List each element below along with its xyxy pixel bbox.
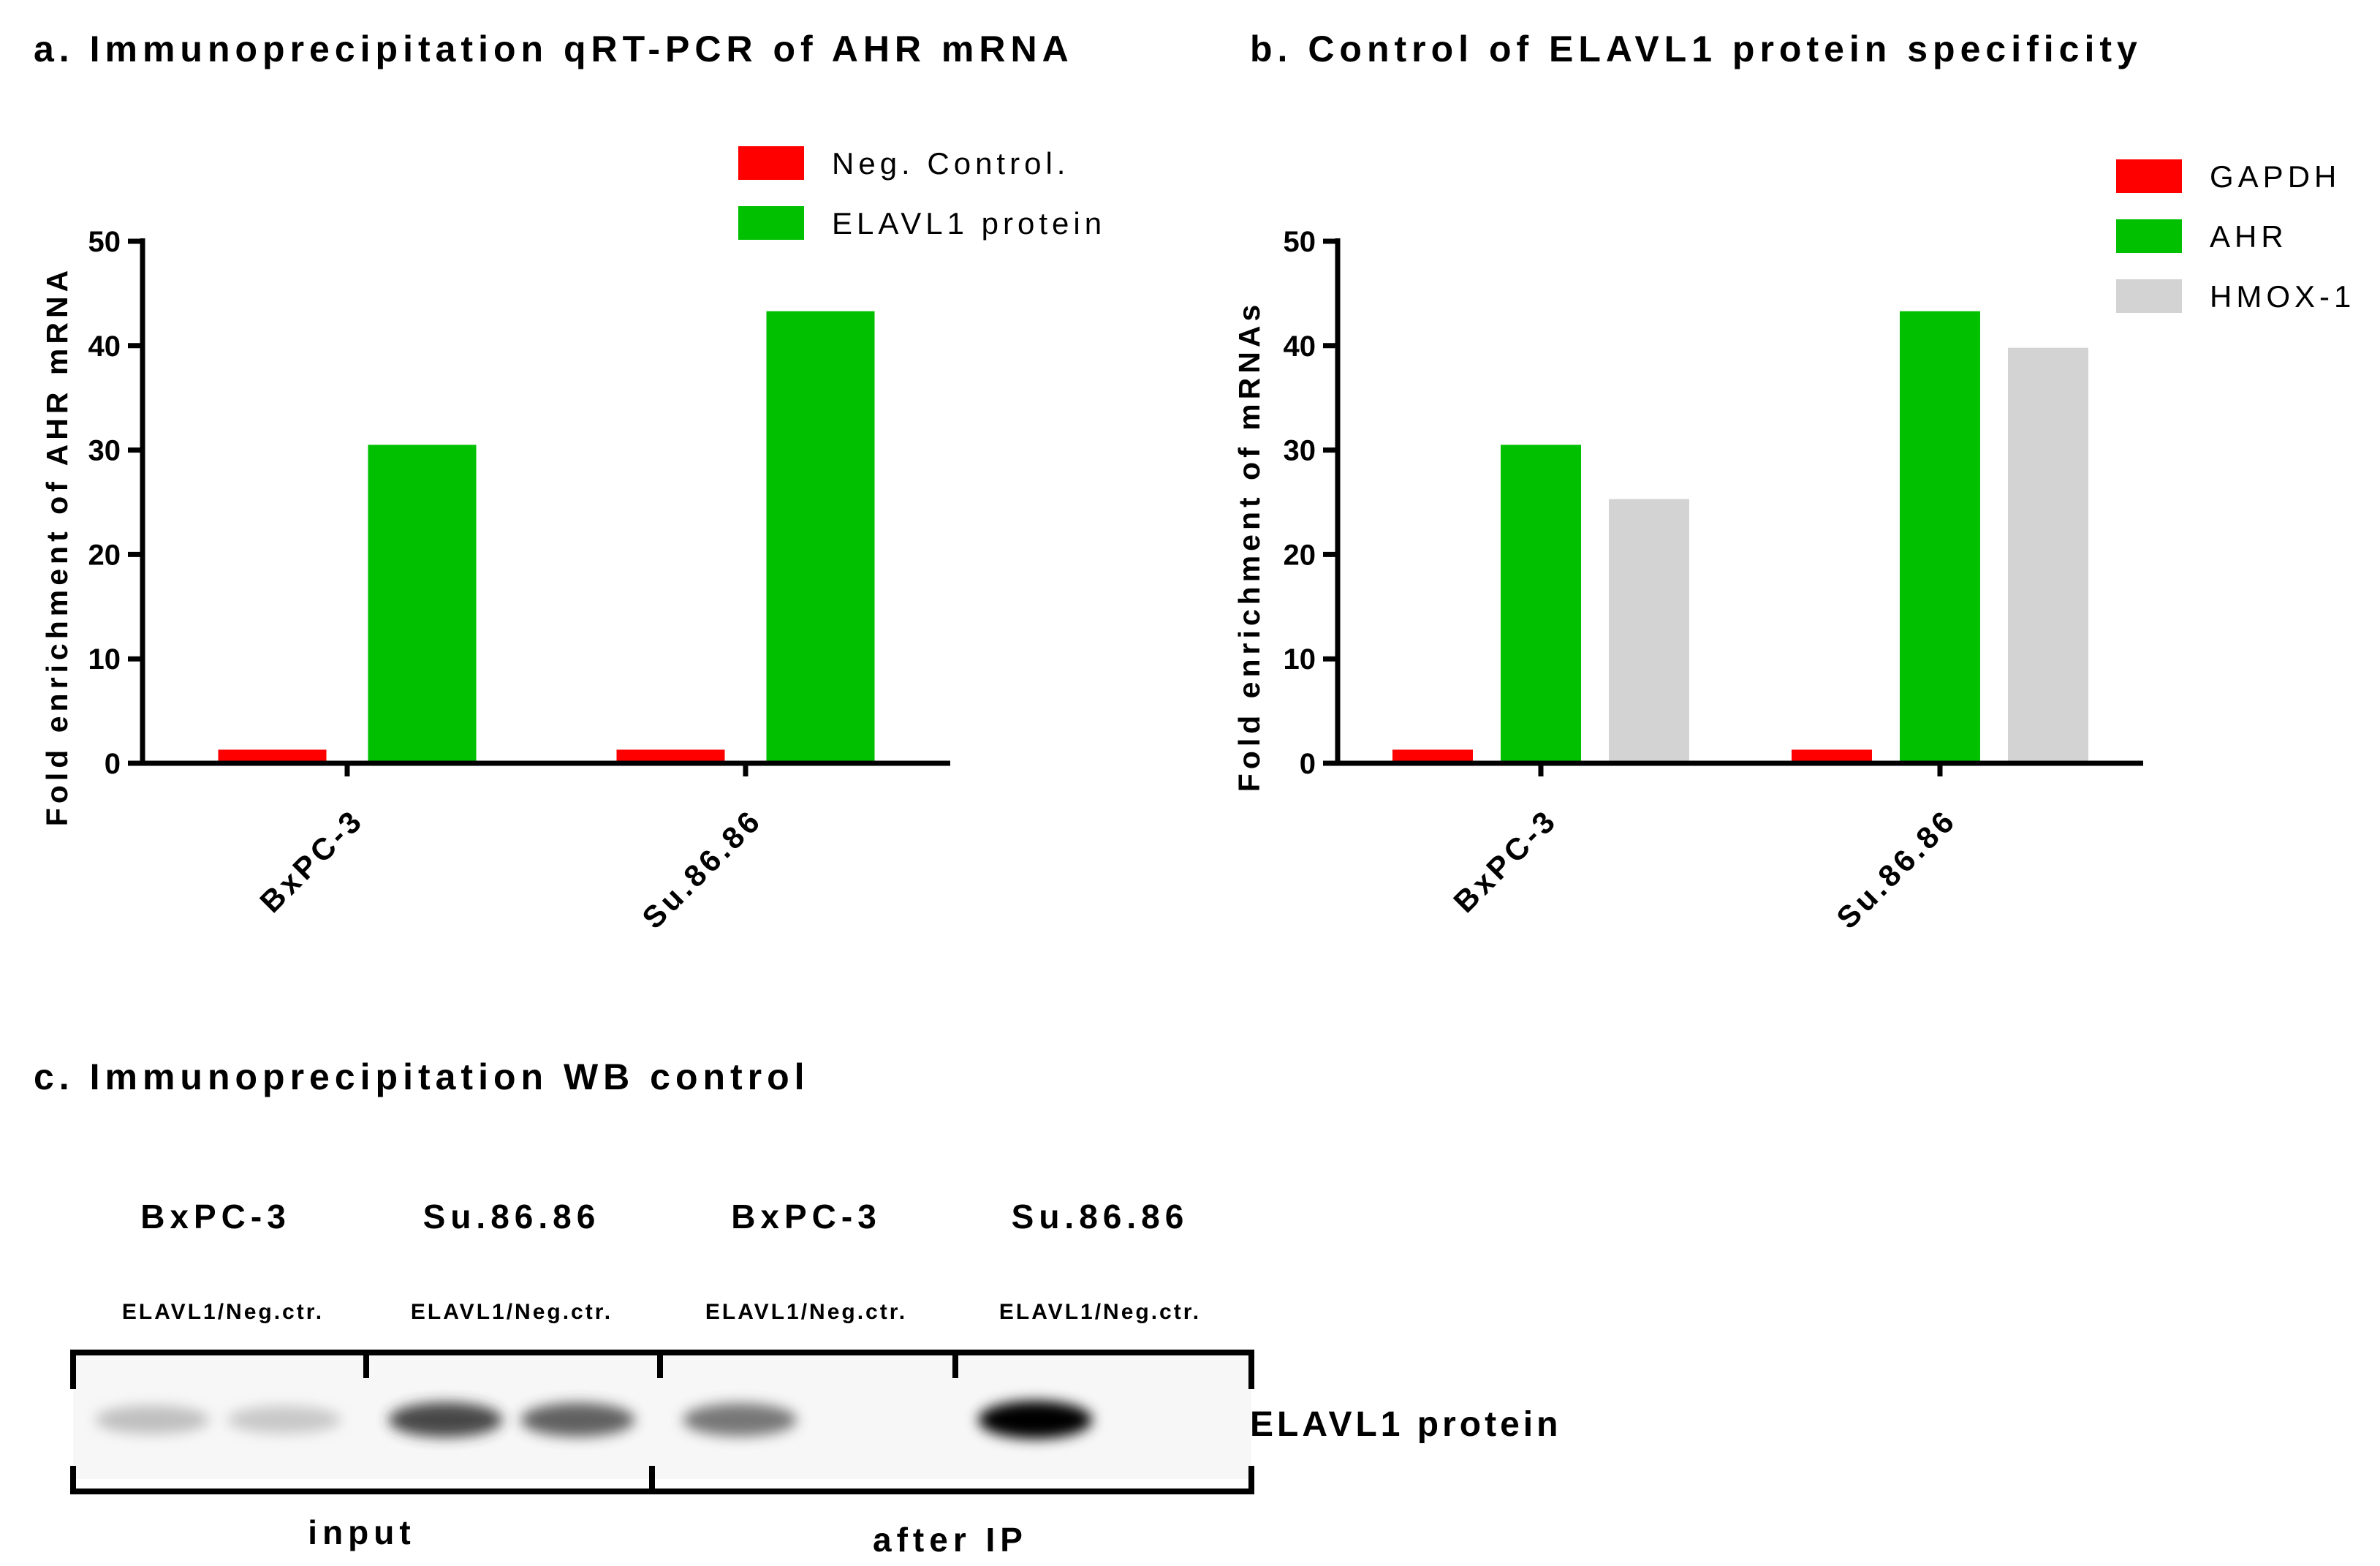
wb-lane-header: BxPC-3 (731, 1198, 882, 1236)
y-tick-label: 0 (105, 748, 121, 780)
legend-label: ELAVL1 protein (832, 206, 1106, 241)
y-tick-label: 40 (1284, 330, 1316, 363)
x-tick-label: Su.86.86 (635, 802, 768, 935)
legend-swatch (738, 146, 804, 180)
y-axis-label: Fold enrichment of AHR mRNA (40, 266, 74, 826)
wb-group-label-after-ip: after IP (873, 1521, 1028, 1559)
y-tick-label: 0 (1300, 748, 1316, 780)
wb-lane-sublabel: ELAVL1/Neg.ctr. (411, 1300, 613, 1324)
y-tick-label: 50 (88, 226, 121, 258)
wb-bands (95, 1401, 1093, 1439)
y-tick-label: 20 (88, 539, 121, 571)
x-tick-label: Su.86.86 (1830, 802, 1963, 935)
panel-a-title: a. Immunoprecipitation qRT-PCR of AHR mR… (34, 29, 1074, 69)
bar-gapdh (1792, 749, 1872, 763)
wb-lane-sublabel: ELAVL1/Neg.ctr. (122, 1300, 324, 1324)
y-tick-label: 40 (88, 330, 121, 363)
legend-label: GAPDH (2210, 159, 2341, 194)
chart-b: BxPC-3 Su.86.86 0 10 20 30 40 50 Fold enrichment… (1232, 159, 2355, 935)
y-tick-label: 20 (1284, 539, 1316, 571)
x-tick-label: BxPC-3 (253, 802, 370, 919)
bar-gapdh (1392, 749, 1473, 763)
wb-lane-header: Su.86.86 (1012, 1198, 1189, 1236)
bar-elavl1-protein (766, 311, 875, 763)
bar-hmox-1 (1609, 499, 1689, 763)
wb-lane-sublabel: ELAVL1/Neg.ctr. (999, 1300, 1201, 1324)
wb-band (95, 1405, 210, 1434)
y-tick-label: 10 (88, 643, 121, 676)
legend-label: AHR (2210, 219, 2288, 254)
bar-ahr (1501, 445, 1581, 763)
bar-ahr (1900, 311, 1980, 763)
bar-neg-control (616, 749, 725, 763)
wb-lane-header: Su.86.86 (423, 1198, 601, 1236)
western-blot: BxPC-3 Su.86.86 BxPC-3 Su.86.86 ELAVL1/N… (70, 1198, 1561, 1559)
wb-group-label-input: input (308, 1513, 415, 1551)
bar-elavl1-protein (368, 445, 477, 763)
wb-lane-sublabel: ELAVL1/Neg.ctr. (705, 1300, 907, 1324)
wb-band (683, 1403, 797, 1437)
wb-band (227, 1406, 341, 1434)
wb-band (520, 1402, 635, 1437)
x-tick-label: BxPC-3 (1447, 802, 1564, 919)
wb-bottom-bracket (70, 1466, 1254, 1494)
legend-label: HMOX-1 (2210, 279, 2355, 314)
legend-swatch (2116, 279, 2182, 313)
wb-band (388, 1402, 503, 1437)
legend-swatch (2116, 159, 2182, 193)
y-tick-label: 50 (1284, 226, 1316, 258)
y-tick-label: 10 (1284, 643, 1316, 676)
wb-top-bracket (70, 1350, 1254, 1389)
y-tick-label: 30 (88, 435, 121, 467)
chart-a: BxPC-3 Su.86.86 0 10 20 30 40 50 Fold enrichment… (40, 146, 1106, 935)
bar-neg-control (218, 749, 327, 763)
legend-swatch (2116, 219, 2182, 253)
wb-lane-header: BxPC-3 (140, 1198, 291, 1236)
legend-label: Neg. Control. (832, 146, 1069, 181)
panel-b-title: b. Control of ELAVL1 protein specificity (1250, 29, 2142, 69)
y-tick-label: 30 (1284, 435, 1316, 467)
legend-swatch (738, 206, 804, 240)
bar-hmox-1 (2008, 347, 2088, 763)
y-axis-label: Fold enrichment of mRNAs (1232, 300, 1266, 792)
wb-band (978, 1401, 1093, 1439)
panel-c-title: c. Immunoprecipitation WB control (34, 1056, 810, 1097)
wb-band-label: ELAVL1 protein (1250, 1405, 1561, 1444)
